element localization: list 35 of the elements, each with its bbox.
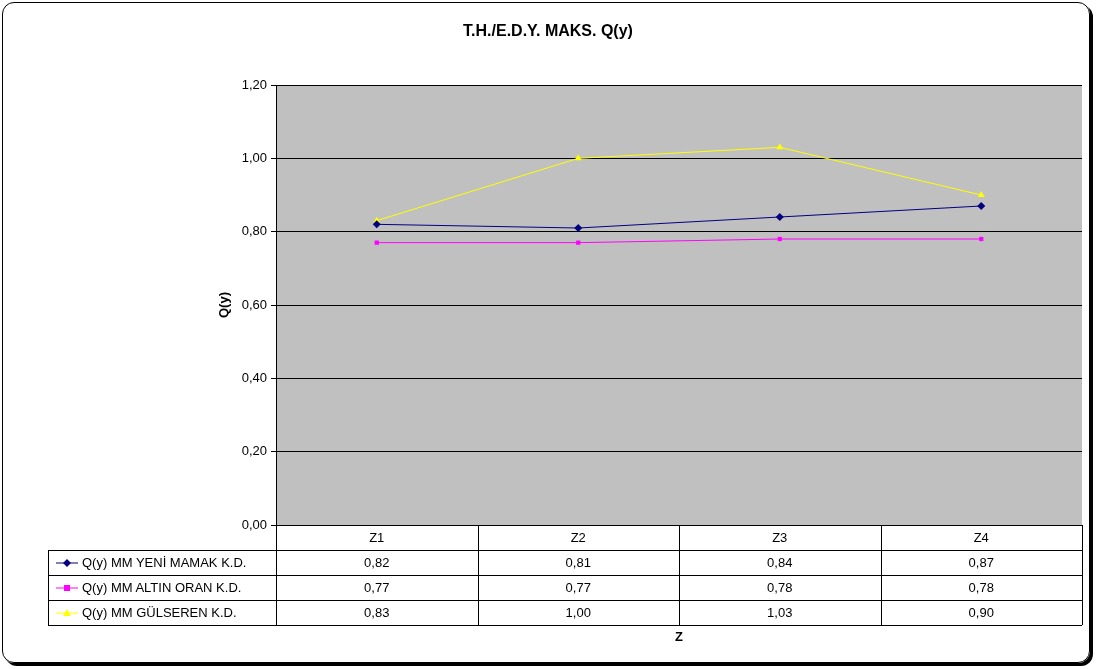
point: [977, 191, 985, 197]
y-tick-label: 1,20: [241, 76, 267, 92]
y-tick-label: 1,00: [241, 149, 267, 165]
chart-title: T.H./E.D.Y. MAKS. Q(y): [463, 22, 633, 40]
data-label: 0,82: [364, 554, 390, 570]
legend-label: Q(y) MM GÜLSEREN K.D.: [82, 604, 237, 620]
data-label: 0,78: [968, 579, 994, 595]
x-tick-label: Z1: [369, 530, 385, 546]
y-tick-label: 0,00: [241, 516, 267, 532]
data-label: 0,87: [968, 554, 994, 570]
data-label: 0,77: [565, 579, 591, 595]
data-label: 0,81: [565, 554, 591, 570]
data-label: 0,84: [767, 554, 793, 570]
data-label: 0,78: [767, 579, 793, 595]
x-tick-label: Z2: [570, 530, 586, 546]
point: [775, 213, 784, 221]
y-tick-label: 0,60: [241, 296, 267, 312]
point: [372, 220, 381, 229]
y-tick-label: 0,40: [241, 369, 267, 385]
x-tick-label: Z4: [973, 530, 989, 546]
data-label: 1,00: [565, 604, 591, 620]
point: [574, 224, 583, 232]
data-label: 1,03: [767, 604, 793, 620]
data-label: 0,83: [364, 604, 390, 620]
y-tick-label: 0,20: [241, 443, 267, 459]
text: Z: [675, 628, 684, 644]
point: [977, 202, 986, 210]
x-tick-label: Z3: [772, 530, 788, 546]
data-label: 0,90: [968, 604, 994, 620]
point: [776, 143, 784, 150]
y-axis-title: Q(y): [215, 292, 231, 318]
legend-label: Q(y) MM ALTIN ORAN K.D.: [82, 579, 242, 595]
data-label: 0,77: [364, 579, 390, 595]
legend-label: Q(y) MM YENİ MAMAK K.D.: [82, 554, 247, 570]
y-tick-label: 0,80: [241, 223, 267, 239]
